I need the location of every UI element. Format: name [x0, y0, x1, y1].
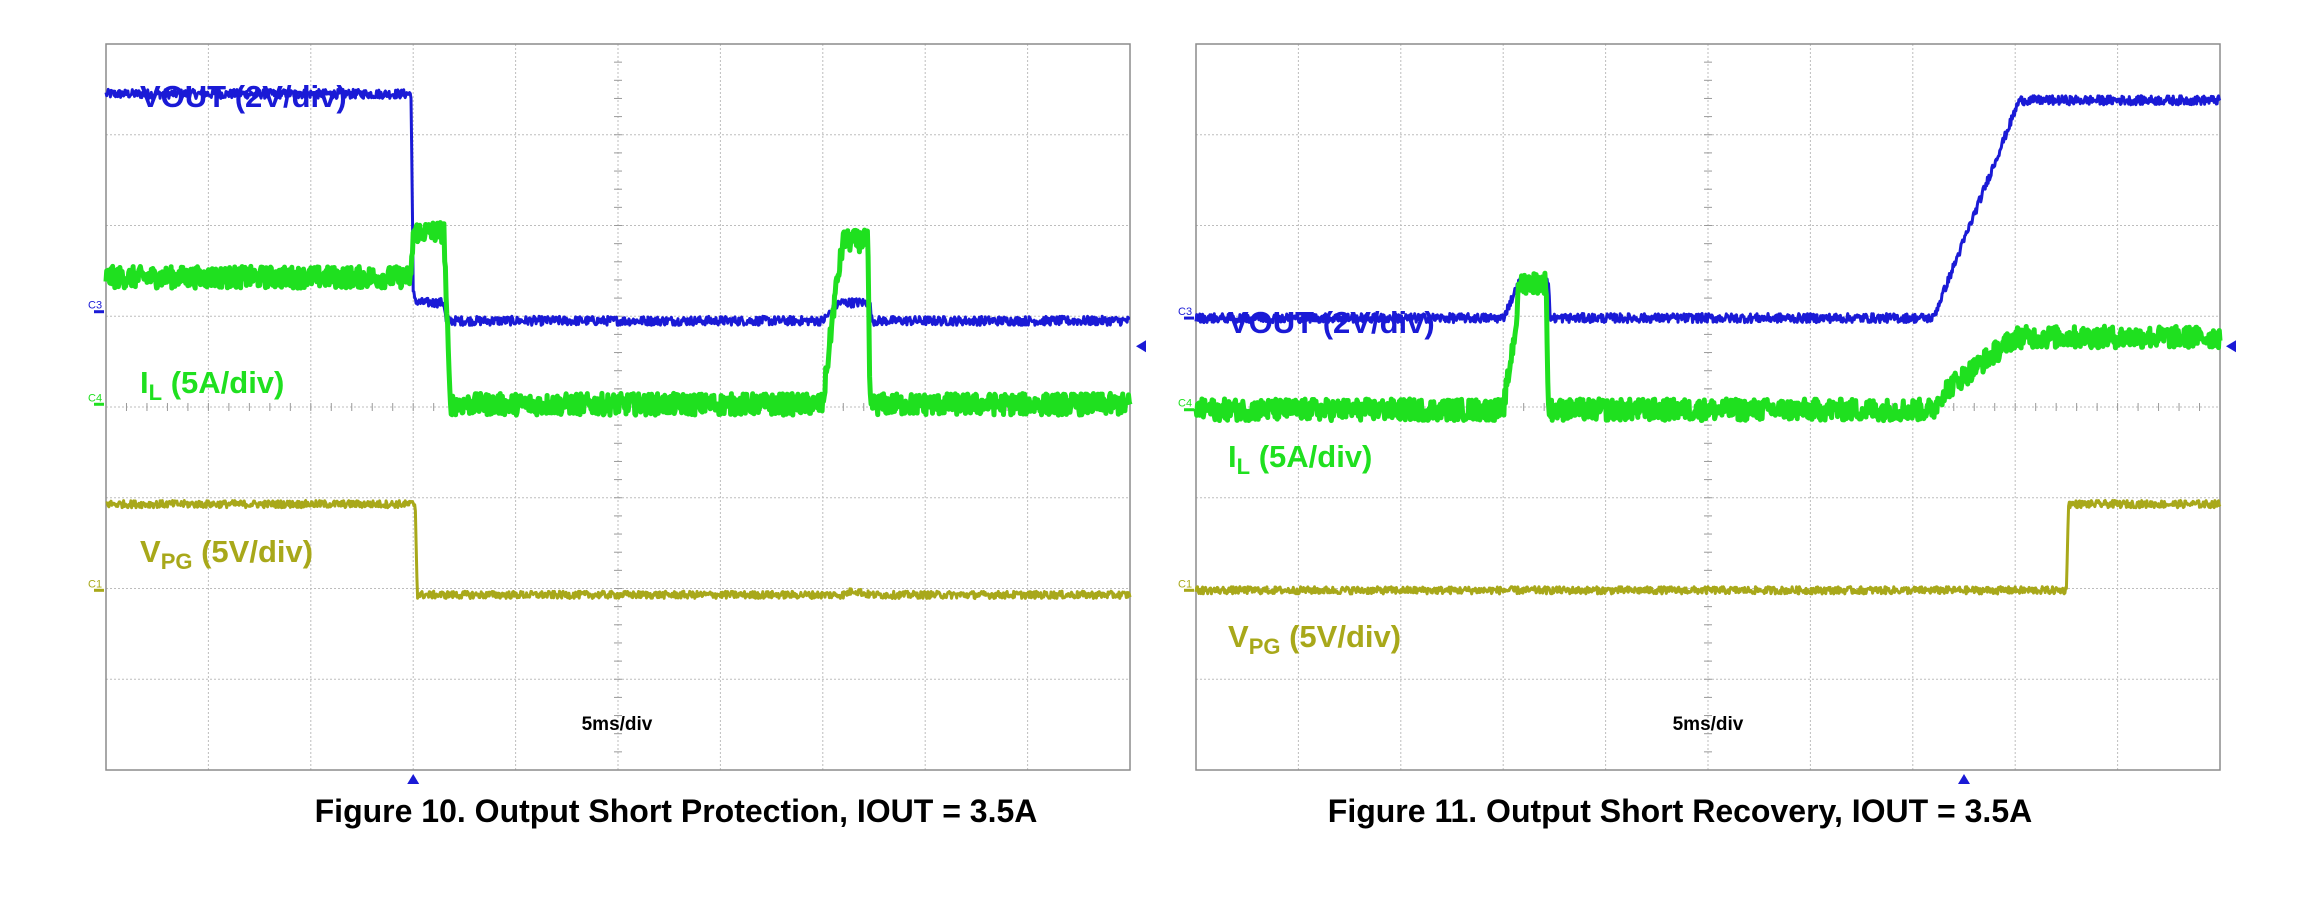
- trace-vpg: [105, 499, 1132, 600]
- channel-marker-text: C1: [1178, 578, 1192, 590]
- channel-marker-text: C3: [1178, 306, 1192, 318]
- trace-vpg: [1194, 499, 2222, 596]
- trigger-position-marker: [1958, 774, 1970, 784]
- trigger-level-marker: [1136, 340, 1146, 353]
- trace-il: [103, 220, 1133, 418]
- channel-marker-c4: C4: [1178, 398, 1194, 412]
- channel-marker-c3: C3: [1178, 306, 1194, 320]
- trace-vout: [104, 87, 1131, 327]
- trace-label-il: IL (5A/div): [140, 365, 284, 405]
- trigger-level-marker: [2226, 340, 2236, 353]
- channel-marker-c3: C3: [88, 300, 104, 314]
- trace-il: [1193, 270, 2223, 424]
- scope-panel-1: C3 VOUT (2V/div) C4 IL (5A/div) C1 VPG (5V/di…: [88, 43, 1146, 784]
- figure-10-caption: Figure 10. Output Short Protection, IOUT…: [314, 793, 1038, 829]
- trace-vout: [1194, 94, 2222, 325]
- trace-label-vpg: VPG (5V/div): [1228, 619, 1401, 659]
- trace-label-il: IL (5A/div): [1228, 439, 1372, 479]
- trigger-position-marker: [407, 774, 420, 784]
- channel-marker-c1: C1: [1178, 578, 1194, 592]
- trace-label-vout: VOUT (2V/div): [140, 79, 347, 114]
- plot-frame: [105, 43, 1131, 771]
- channel-marker-c4: C4: [88, 392, 104, 406]
- time-scale-label: 5ms/div: [1673, 714, 1744, 735]
- trace-label-vout: VOUT (2V/div): [1228, 305, 1435, 340]
- channel-marker-text: C4: [1178, 398, 1192, 410]
- channel-marker-text: C3: [88, 300, 102, 312]
- trace-label-vpg: VPG (5V/div): [140, 534, 313, 574]
- channel-marker-text: C1: [88, 578, 102, 590]
- scope-panel-2: C3 VOUT (2V/div) C4 IL (5A/div) C1 VPG (5V/di…: [1178, 43, 2236, 784]
- channel-marker-text: C4: [88, 392, 102, 404]
- figure-11-caption: Figure 11. Output Short Recovery, IOUT =…: [1327, 793, 2033, 829]
- time-scale-label: 5ms/div: [582, 714, 653, 735]
- channel-marker-c1: C1: [88, 578, 104, 592]
